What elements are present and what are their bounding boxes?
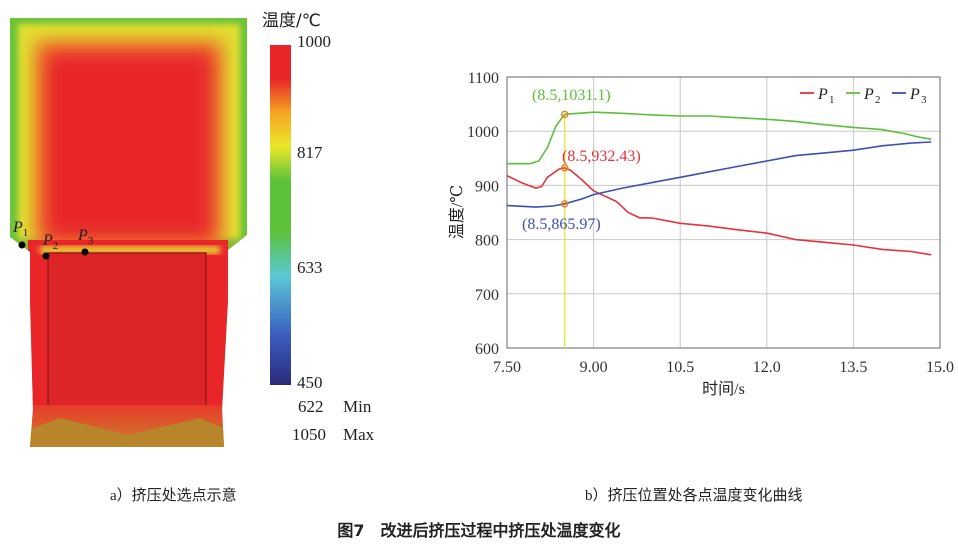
- x-tick-label: 7.50: [493, 359, 521, 376]
- legend-label-p3: P: [909, 86, 920, 103]
- x-tick-label: 10.5: [666, 359, 694, 376]
- panel-b-caption: b）挤压位置处各点温度变化曲线: [585, 488, 803, 504]
- colorbar-tick-817: 817: [297, 143, 323, 162]
- x-tick-label: 13.5: [839, 359, 867, 376]
- legend-label-sub: 2: [875, 94, 881, 106]
- point-p2-label: P2: [43, 232, 59, 253]
- temperature-line-chart: 7.50 9.00 10.5 12.0 13.5 15.0 600 700 800 900 1000…: [448, 70, 954, 398]
- data-point-marker: [560, 200, 569, 208]
- colorbar-min-value: 622: [298, 397, 324, 416]
- series-line-p3: [506, 141, 932, 208]
- data-point-annotation: (8.5,1031.1): [532, 87, 611, 104]
- y-tick-label: 1000: [467, 124, 499, 141]
- data-point-annotation: (8.5,932.43): [562, 148, 641, 165]
- colorbar-max-label: Max: [343, 425, 375, 444]
- point-markers: [18, 241, 89, 260]
- colorbar-title: 温度/℃: [262, 11, 321, 31]
- data-point-annotation: (8.5,865.97): [522, 216, 601, 233]
- point-p3-label: P3: [78, 227, 94, 248]
- point-p2-marker: [42, 252, 50, 260]
- legend-label-p1: P: [817, 86, 828, 103]
- point-p3-marker: [81, 248, 89, 256]
- x-axis-label: 时间/s: [702, 380, 745, 398]
- y-tick-label: 600: [475, 341, 499, 358]
- data-point-marker: [560, 110, 569, 119]
- y-tick-label: 700: [475, 287, 499, 304]
- colorbar-max-value: 1050: [292, 425, 326, 444]
- figure-title: 图7 改进后挤压过程中挤压处温度变化: [337, 521, 621, 540]
- x-tick-label: 15.0: [926, 359, 954, 376]
- series-line-p1: [506, 166, 932, 256]
- series-line-p2: [507, 111, 932, 165]
- colorbar-tick-633: 633: [297, 258, 323, 277]
- y-tick-label: 1100: [468, 70, 499, 87]
- colorbar-min-label: Min: [343, 397, 372, 416]
- colorbar: [270, 45, 291, 385]
- legend-label-p2: P: [863, 86, 874, 103]
- y-tick-label: 800: [475, 233, 499, 250]
- point-p1-label: P1: [13, 219, 29, 240]
- temperature-contour-image: [10, 18, 247, 447]
- legend-label-sub: 3: [921, 94, 927, 106]
- colorbar-tick-450: 450: [297, 373, 323, 392]
- x-tick-label: 12.0: [753, 359, 781, 376]
- point-p1-marker: [18, 241, 26, 249]
- y-tick-label: 900: [475, 178, 499, 195]
- panel-a-caption: a）挤压处选点示意: [110, 488, 237, 504]
- data-point-marker: [560, 164, 569, 172]
- y-axis-label: 温度/℃: [448, 185, 466, 239]
- colorbar-tick-1000: 1000: [297, 32, 331, 51]
- legend-label-sub: 1: [829, 94, 835, 106]
- plot-frame: [506, 76, 941, 349]
- x-tick-label: 9.00: [580, 359, 608, 376]
